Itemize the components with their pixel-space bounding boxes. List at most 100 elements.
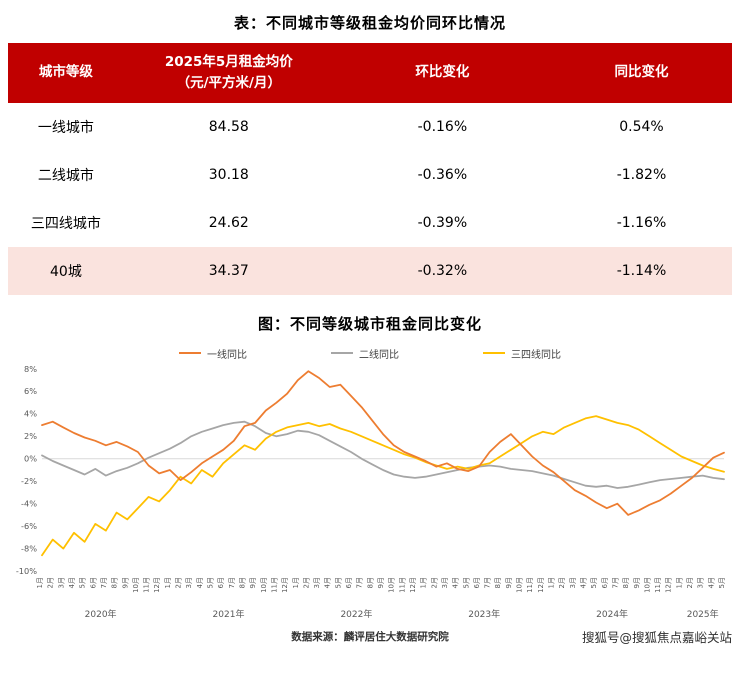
cell-mom: -0.39%	[333, 198, 551, 247]
legend-line-icon	[483, 352, 505, 355]
x-month-label: 1月	[420, 577, 428, 588]
cell-tier: 二线城市	[8, 150, 124, 199]
header-avg-rent-line2: （元/平方米/月）	[176, 74, 281, 91]
x-month-label: 7月	[356, 577, 364, 588]
x-month-label: 3月	[313, 577, 321, 588]
x-month-label: 9月	[121, 577, 129, 588]
x-month-label: 10月	[643, 577, 651, 593]
x-month-label: 11月	[526, 577, 534, 593]
x-month-label: 2月	[430, 577, 438, 588]
x-month-label: 6月	[601, 577, 609, 588]
data-source-note: 数据来源：麟评居住大数据研究院	[291, 630, 449, 643]
x-month-label: 3月	[185, 577, 193, 588]
cell-price: 84.58	[123, 102, 334, 151]
header-yoy-change: 同比变化	[550, 43, 732, 103]
chart-section: 图：不同等级城市租金同比变化 一线同比 二线同比 三四线同比 8% 6% 4% 2% 0% -…	[8, 309, 732, 623]
cell-mom: -0.16%	[333, 102, 551, 151]
x-month-label: 9月	[633, 577, 641, 588]
y-tick-label: -4%	[21, 498, 37, 508]
x-year-label: 2021年	[213, 608, 245, 620]
x-month-label: 7月	[611, 577, 619, 588]
x-month-label: 2月	[558, 577, 566, 588]
page-root: 表：不同城市等级租金均价同环比情况 城市等级 2025年5月租金均价 （元/平方…	[8, 14, 732, 645]
x-month-label: 3月	[569, 577, 577, 588]
x-year-label: 2020年	[85, 608, 117, 620]
x-month-label: 4月	[452, 577, 460, 588]
y-tick-label: 8%	[24, 364, 37, 374]
header-city-tier: 城市等级	[8, 43, 124, 103]
x-year-label: 2025年	[687, 608, 719, 620]
x-month-label: 2月	[175, 577, 183, 588]
cell-price: 30.18	[123, 150, 334, 199]
legend-label: 一线同比	[207, 349, 247, 361]
x-month-label: 5月	[334, 577, 342, 588]
x-month-label: 12月	[537, 577, 545, 593]
y-tick-label: 6%	[24, 386, 37, 396]
y-tick-label: -6%	[21, 521, 37, 531]
table-row: 二线城市 30.18 -0.36% -1.82%	[8, 150, 732, 199]
cell-tier: 三四线城市	[8, 198, 124, 247]
x-month-label: 8月	[622, 577, 630, 588]
x-month-label: 12月	[153, 577, 161, 593]
table-row: 三四线城市 24.62 -0.39% -1.16%	[8, 198, 732, 247]
x-month-label: 12月	[665, 577, 673, 593]
x-month-label: 5月	[718, 577, 726, 588]
rent-yoy-line-chart: 8%6%4%2%0%-2%-4%-6%-8%-10%1月 2月 3月 4月 5月 6月 7月…	[16, 364, 726, 620]
x-month-label: 2月	[686, 577, 694, 588]
x-month-label: 4月	[324, 577, 332, 588]
x-month-label: 10月	[260, 577, 268, 593]
table-header-row: 城市等级 2025年5月租金均价 （元/平方米/月） 环比变化 同比变化	[8, 43, 732, 103]
x-month-label: 9月	[249, 577, 257, 588]
x-month-label: 2月	[47, 577, 55, 588]
x-month-label: 4月	[707, 577, 715, 588]
x-month-label: 4月	[68, 577, 76, 588]
legend-line-icon	[179, 352, 201, 355]
x-month-label: 10月	[388, 577, 396, 593]
x-month-label: 12月	[281, 577, 289, 593]
y-tick-label: 2%	[24, 431, 37, 441]
x-month-label: 10月	[132, 577, 140, 593]
x-month-label: 3月	[57, 577, 65, 588]
header-mom-change: 环比变化	[333, 43, 551, 103]
x-month-label: 11月	[143, 577, 151, 593]
y-tick-label: -8%	[21, 543, 37, 553]
x-month-label: 11月	[398, 577, 406, 593]
header-avg-rent-line1: 2025年5月租金均价	[164, 54, 293, 70]
series-line-1	[41, 420, 725, 489]
cell-price: 24.62	[123, 198, 334, 247]
cell-mom: -0.36%	[333, 150, 551, 199]
x-month-label: 8月	[366, 577, 374, 588]
x-month-label: 6月	[217, 577, 225, 588]
chart-legend: 一线同比 二线同比 三四线同比	[8, 346, 732, 361]
table-row: 一线城市 84.58 -0.16% 0.54%	[8, 102, 732, 151]
x-month-label: 11月	[654, 577, 662, 593]
legend-label: 二线同比	[359, 349, 399, 361]
y-tick-label: -10%	[16, 566, 37, 576]
x-month-label: 6月	[473, 577, 481, 588]
x-month-label: 5月	[462, 577, 470, 588]
rent-price-table: 城市等级 2025年5月租金均价 （元/平方米/月） 环比变化 同比变化 一线城…	[8, 43, 732, 295]
cell-tier: 40城	[8, 246, 124, 295]
x-month-label: 4月	[580, 577, 588, 588]
x-month-label: 8月	[239, 577, 247, 588]
x-month-label: 1月	[36, 577, 44, 588]
series-line-2	[41, 415, 725, 557]
cell-tier: 一线城市	[8, 102, 124, 151]
y-tick-label: 0%	[24, 453, 37, 463]
x-year-label: 2024年	[596, 608, 628, 620]
cell-yoy: -1.82%	[550, 150, 732, 199]
x-month-label: 5月	[590, 577, 598, 588]
x-year-label: 2022年	[340, 608, 372, 620]
cell-price: 34.37	[123, 246, 334, 295]
x-month-label: 2月	[302, 577, 310, 588]
x-month-label: 5月	[79, 577, 87, 588]
legend-item-3: 三四线同比	[483, 346, 561, 361]
x-month-label: 8月	[494, 577, 502, 588]
cell-yoy: -1.16%	[550, 198, 732, 247]
cell-yoy: 0.54%	[550, 102, 732, 151]
series-line-0	[41, 370, 725, 516]
y-tick-label: 4%	[24, 409, 37, 419]
header-avg-rent: 2025年5月租金均价 （元/平方米/月）	[123, 43, 334, 103]
x-month-label: 9月	[377, 577, 385, 588]
x-month-label: 5月	[207, 577, 215, 588]
